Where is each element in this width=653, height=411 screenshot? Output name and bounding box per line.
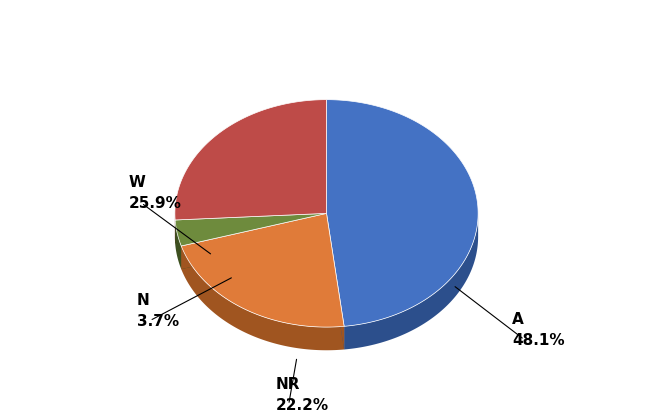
Polygon shape <box>175 99 326 220</box>
Text: W: W <box>129 175 146 190</box>
Text: 3.7%: 3.7% <box>137 314 179 329</box>
Polygon shape <box>326 213 344 349</box>
Polygon shape <box>175 220 182 269</box>
Text: 22.2%: 22.2% <box>276 398 329 411</box>
Polygon shape <box>175 213 326 246</box>
Text: NR: NR <box>276 377 300 393</box>
Polygon shape <box>175 213 326 243</box>
Polygon shape <box>326 213 344 349</box>
Polygon shape <box>326 99 478 326</box>
Text: 48.1%: 48.1% <box>512 333 564 348</box>
Text: 25.9%: 25.9% <box>129 196 182 211</box>
Polygon shape <box>182 213 326 269</box>
Text: A: A <box>512 312 524 327</box>
Polygon shape <box>182 246 344 350</box>
Text: N: N <box>137 293 150 308</box>
Polygon shape <box>175 213 326 243</box>
Polygon shape <box>182 213 344 327</box>
Polygon shape <box>182 213 326 269</box>
Polygon shape <box>344 213 478 349</box>
